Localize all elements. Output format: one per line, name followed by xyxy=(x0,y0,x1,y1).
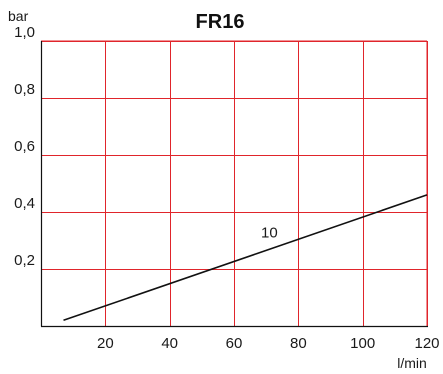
x-tick-label-40: 40 xyxy=(161,335,178,352)
x-tick-label-120: 120 xyxy=(414,335,439,352)
x-tick-label-80: 80 xyxy=(290,335,307,352)
y-tick-label-0-2: 0,2 xyxy=(14,252,35,269)
labels: FR16 bar l/min 20 40 60 80 100 120 0,2 0,4 0,6 0,… xyxy=(8,8,440,371)
series xyxy=(63,194,428,322)
y-tick-label-0-6: 0,6 xyxy=(14,138,35,155)
curve-label-10: 10 xyxy=(261,225,278,242)
series-line-10 xyxy=(63,194,428,322)
y-tick-label-0-4: 0,4 xyxy=(14,195,35,212)
y-axis-unit: bar xyxy=(8,8,29,24)
x-tick-label-100: 100 xyxy=(350,335,375,352)
axes xyxy=(40,41,428,328)
grid xyxy=(41,40,428,326)
x-tick-label-60: 60 xyxy=(226,335,243,352)
y-tick-label-1-0: 1,0 xyxy=(14,24,35,41)
chart-title: FR16 xyxy=(196,11,245,33)
x-axis-unit: l/min xyxy=(397,355,427,371)
x-tick-label-20: 20 xyxy=(97,335,114,352)
y-tick-label-0-8: 0,8 xyxy=(14,81,35,98)
